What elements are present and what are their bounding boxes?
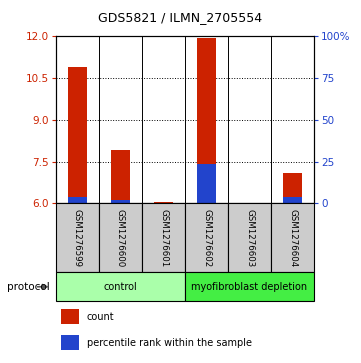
Text: percentile rank within the sample: percentile rank within the sample — [87, 338, 252, 348]
Bar — [68, 197, 87, 203]
Bar — [185, 203, 228, 272]
Bar — [99, 203, 142, 272]
Text: count: count — [87, 311, 114, 322]
Text: GSM1276603: GSM1276603 — [245, 209, 254, 267]
Text: GSM1276600: GSM1276600 — [116, 209, 125, 267]
Bar — [68, 67, 87, 203]
Bar — [61, 309, 79, 324]
Text: GSM1276599: GSM1276599 — [73, 209, 82, 267]
Bar — [228, 203, 271, 272]
Bar — [154, 202, 173, 203]
Text: control: control — [104, 282, 137, 292]
Bar — [185, 272, 314, 301]
Bar — [111, 150, 130, 203]
Bar — [271, 203, 314, 272]
Bar — [142, 203, 185, 272]
Text: GSM1276602: GSM1276602 — [202, 209, 211, 267]
Bar — [111, 200, 130, 203]
Bar — [283, 173, 302, 203]
Bar — [197, 38, 216, 203]
Text: GSM1276604: GSM1276604 — [288, 209, 297, 267]
Bar — [283, 197, 302, 203]
Bar — [56, 203, 99, 272]
Text: protocol: protocol — [7, 282, 50, 292]
Bar — [56, 272, 185, 301]
Bar — [61, 335, 79, 350]
Bar — [197, 164, 216, 203]
Text: GSM1276601: GSM1276601 — [159, 209, 168, 267]
Text: GDS5821 / ILMN_2705554: GDS5821 / ILMN_2705554 — [99, 11, 262, 24]
Text: myofibroblast depletion: myofibroblast depletion — [191, 282, 308, 292]
